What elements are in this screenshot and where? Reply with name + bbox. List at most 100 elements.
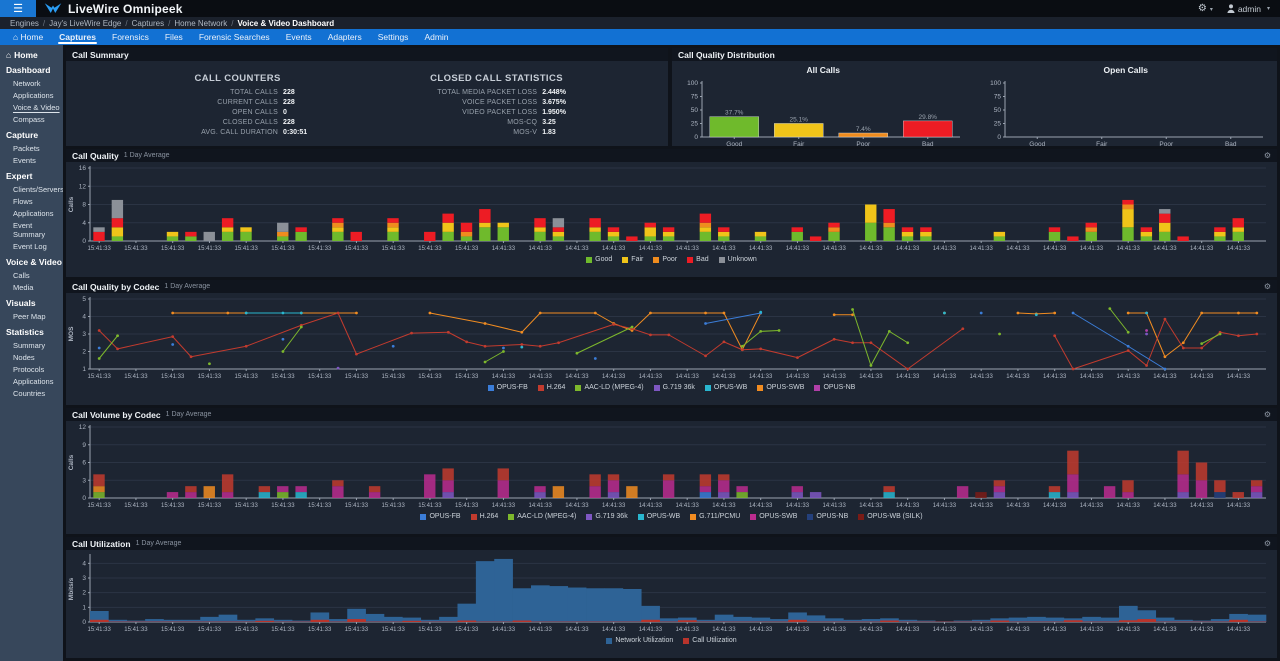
sidebar-item-protocols[interactable]: Protocols (13, 364, 45, 374)
nav-tab-admin[interactable]: Admin (424, 32, 449, 42)
legend-item[interactable]: OPUS-WB (637, 513, 680, 520)
nav-tab-files[interactable]: Files (164, 32, 183, 42)
nav-tab-events[interactable]: Events (285, 32, 312, 42)
breadcrumb-item[interactable]: Jay's LiveWire Edge (49, 18, 122, 28)
legend-item[interactable]: Unknown (718, 256, 757, 263)
sidebar-item-events[interactable]: Events (13, 155, 36, 165)
nav-tab-forensics[interactable]: Forensics (112, 32, 149, 42)
sidebar-item-voice-video[interactable]: Voice & Video (13, 102, 60, 112)
svg-text:14:41:33: 14:41:33 (859, 503, 883, 509)
svg-text:14:41:33: 14:41:33 (1190, 627, 1214, 633)
legend-item[interactable]: Bad (687, 256, 709, 263)
legend-item[interactable]: Good (586, 256, 612, 263)
svg-text:15:41:33: 15:41:33 (271, 627, 295, 633)
legend-item[interactable]: Call Utilization (683, 637, 737, 644)
breadcrumb-item[interactable]: Voice & Video Dashboard (237, 18, 335, 28)
nav-tab-captures[interactable]: Captures (52, 29, 103, 45)
legend-item[interactable]: G.719 36k (586, 513, 628, 520)
svg-text:15:41:33: 15:41:33 (161, 627, 185, 633)
legend-item[interactable]: Network Utilization (606, 637, 673, 644)
svg-text:15:41:33: 15:41:33 (455, 374, 479, 380)
sidebar-item-home[interactable]: ⌂ Home (6, 50, 38, 60)
legend-item[interactable]: OPUS-WB (SILK) (858, 513, 923, 520)
legend-item[interactable]: OPUS-SWB (757, 384, 804, 391)
legend-item[interactable]: OPUS-FB (487, 384, 528, 391)
user-menu[interactable]: admin ▾ (1227, 4, 1270, 14)
panel-gear-icon[interactable]: ⚙ (1263, 151, 1271, 160)
nav-tab-adapters[interactable]: Adapters (327, 32, 362, 42)
legend-item[interactable]: G.719 36k (653, 384, 695, 391)
legend-swatch (683, 637, 690, 644)
panel-call-summary: Call Summary CALL COUNTERS TOTAL CALLS 22… (66, 48, 668, 146)
svg-text:15:41:33: 15:41:33 (161, 503, 185, 509)
sidebar-item-clients-servers[interactable]: Clients/Servers (13, 184, 63, 194)
legend-item[interactable]: OPUS-NB (814, 384, 855, 391)
sidebar-item-event-summary[interactable]: Event Summary (13, 220, 46, 239)
sidebar-item-applications[interactable]: Applications (13, 208, 54, 218)
sidebar-item-calls[interactable]: Calls (13, 270, 30, 280)
menu-button[interactable]: ☰ (0, 0, 36, 17)
breadcrumb-item[interactable]: Engines (10, 18, 39, 28)
sidebar-item-event-log[interactable]: Event Log (13, 241, 47, 251)
panel-subtitle: 1 Day Average (165, 411, 212, 418)
nav-tabs: ⌂ Home Captures Forensics Files Forensic Sea… (0, 29, 1280, 45)
breadcrumb-item[interactable]: Home Network (174, 18, 228, 28)
panel-gear-icon[interactable]: ⚙ (1263, 410, 1271, 419)
svg-text:100: 100 (990, 80, 1001, 87)
sidebar-item-applications[interactable]: Applications (13, 376, 54, 386)
nav-tab-forensic-searches[interactable]: Forensic Searches (198, 32, 270, 42)
sidebar-item-peer-map[interactable]: Peer Map (13, 311, 46, 321)
breadcrumb-separator: / (231, 18, 234, 28)
svg-text:14:41:33: 14:41:33 (1080, 374, 1104, 380)
legend-item[interactable]: H.264 (537, 384, 565, 391)
legend-item[interactable]: Poor (653, 256, 677, 263)
legend-item[interactable]: AAC-LD (MPEG-4) (575, 384, 644, 391)
legend-item[interactable]: G.711/PCMU (690, 513, 740, 520)
svg-text:15:41:33: 15:41:33 (345, 246, 369, 252)
legend-item[interactable]: OPUS-NB (807, 513, 848, 520)
svg-text:15:41:33: 15:41:33 (418, 503, 442, 509)
legend-item[interactable]: OPUS-SWB (750, 513, 797, 520)
legend-swatch (606, 637, 613, 644)
summary-row: CLOSED CALLS 228 (168, 118, 307, 128)
svg-text:4: 4 (82, 314, 86, 321)
svg-text:14:41:33: 14:41:33 (492, 246, 516, 252)
summary-value: 0 (283, 109, 287, 116)
svg-text:14:41:33: 14:41:33 (1153, 374, 1177, 380)
svg-text:Fair: Fair (793, 141, 805, 146)
breadcrumb-separator: / (125, 18, 128, 28)
svg-text:14:41:33: 14:41:33 (896, 246, 920, 252)
svg-text:14:41:33: 14:41:33 (529, 627, 553, 633)
panel-gear-icon[interactable]: ⚙ (1263, 282, 1271, 291)
sidebar-item-media[interactable]: Media (13, 282, 34, 292)
sidebar-item-flows[interactable]: Flows (13, 196, 33, 206)
settings-gear-menu[interactable]: ⚙ ▾ (1198, 3, 1213, 14)
legend-item[interactable]: H.264 (470, 513, 499, 520)
legend-item[interactable]: AAC-LD (MPEG-4) (508, 513, 576, 520)
nav-tab-settings[interactable]: Settings (377, 32, 409, 42)
nav-tab-home[interactable]: ⌂ Home (13, 32, 44, 42)
breadcrumb-item[interactable]: Captures (131, 18, 165, 28)
svg-text:15:41:33: 15:41:33 (198, 246, 222, 252)
svg-text:14:41:33: 14:41:33 (1080, 627, 1104, 633)
panel-gear-icon[interactable]: ⚙ (1263, 539, 1271, 548)
sidebar-item-summary[interactable]: Summary (13, 340, 46, 350)
sidebar-item-compass[interactable]: Compass (13, 114, 45, 124)
sidebar-section-voice-video: Voice & Video (6, 257, 62, 267)
legend-swatch (757, 384, 764, 391)
sidebar-item-applications[interactable]: Applications (13, 90, 54, 100)
svg-text:14:41:33: 14:41:33 (602, 627, 626, 633)
sidebar-item-packets[interactable]: Packets (13, 143, 40, 153)
legend-item[interactable]: OPUS-WB (704, 384, 747, 391)
sidebar-item-countries[interactable]: Countries (13, 388, 46, 398)
svg-text:14:41:33: 14:41:33 (1153, 627, 1177, 633)
legend-item[interactable]: OPUS-FB (420, 513, 461, 520)
legend-label: H.264 (479, 513, 499, 520)
svg-text:Bad: Bad (922, 141, 934, 146)
svg-text:25: 25 (994, 121, 1002, 128)
legend-item[interactable]: Fair (622, 256, 643, 263)
sidebar-item-nodes[interactable]: Nodes (13, 352, 35, 362)
sidebar-item-network[interactable]: Network (13, 78, 41, 88)
svg-text:29.8%: 29.8% (919, 114, 938, 121)
svg-text:15:41:33: 15:41:33 (455, 246, 479, 252)
